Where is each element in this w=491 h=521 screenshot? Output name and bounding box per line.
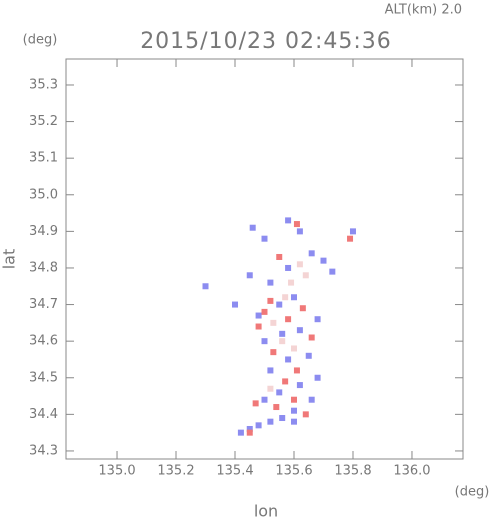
y-tick-label: 35.3 bbox=[29, 77, 58, 92]
radar-cell bbox=[296, 327, 303, 334]
radar-cell bbox=[261, 235, 268, 242]
radar-cell bbox=[299, 305, 306, 312]
y-unit: (deg) bbox=[23, 33, 58, 48]
radar-cell bbox=[246, 429, 253, 436]
y-tick-label: 35.0 bbox=[29, 187, 58, 202]
radar-cell bbox=[296, 382, 303, 389]
radar-cell bbox=[290, 407, 297, 414]
x-axis-title: lon bbox=[254, 502, 278, 521]
radar-cell bbox=[282, 294, 289, 301]
x-tick-label: 135.4 bbox=[216, 464, 253, 479]
radar-cell bbox=[255, 312, 262, 319]
radar-cell bbox=[305, 352, 312, 359]
chart-title: 2015/10/23 02:45:36 bbox=[140, 29, 392, 54]
radar-cell bbox=[296, 228, 303, 235]
radar-cell bbox=[347, 235, 354, 242]
radar-cell bbox=[255, 422, 262, 429]
radar-cell bbox=[261, 396, 268, 403]
y-tick-label: 34.8 bbox=[29, 260, 58, 275]
radar-cell bbox=[308, 250, 315, 257]
radar-cell bbox=[290, 345, 297, 352]
radar-cell bbox=[288, 279, 295, 286]
radar-cell bbox=[270, 349, 277, 356]
radar-cell bbox=[282, 378, 289, 385]
radar-cell bbox=[246, 425, 253, 432]
radar-cell bbox=[314, 316, 321, 323]
altitude-label: ALT(km) 2.0 bbox=[385, 3, 462, 18]
radar-cell bbox=[255, 323, 262, 330]
radar-cell bbox=[246, 272, 253, 279]
y-tick-label: 34.5 bbox=[29, 370, 58, 385]
radar-cell bbox=[293, 221, 300, 228]
radar-cell bbox=[308, 396, 315, 403]
radar-cell bbox=[267, 418, 274, 425]
radar-cell bbox=[349, 228, 356, 235]
radar-cell bbox=[314, 374, 321, 381]
radar-cell bbox=[293, 367, 300, 374]
radar-cell bbox=[273, 404, 280, 411]
x-tick-label: 135.0 bbox=[98, 464, 135, 479]
radar-cell bbox=[237, 429, 244, 436]
radar-cell bbox=[320, 257, 327, 264]
radar-cell bbox=[285, 217, 292, 224]
radar-cell bbox=[267, 279, 274, 286]
x-unit: (deg) bbox=[455, 485, 490, 500]
radar-cell bbox=[276, 253, 283, 260]
radar-cell bbox=[290, 294, 297, 301]
radar-cell bbox=[279, 330, 286, 337]
radar-cell bbox=[290, 396, 297, 403]
radar-cell bbox=[276, 301, 283, 308]
radar-cell bbox=[285, 264, 292, 271]
radar-cell bbox=[290, 418, 297, 425]
radar-cell bbox=[261, 308, 268, 315]
radar-cell bbox=[267, 297, 274, 304]
radar-cell bbox=[308, 334, 315, 341]
radar-cell bbox=[279, 415, 286, 422]
x-tick-label: 135.2 bbox=[157, 464, 194, 479]
y-tick-label: 34.4 bbox=[29, 407, 58, 422]
radar-cell bbox=[232, 301, 239, 308]
radar-cell bbox=[270, 319, 277, 326]
radar-cell bbox=[285, 356, 292, 363]
radar-cell bbox=[279, 338, 286, 345]
plot-frame bbox=[65, 58, 464, 460]
y-tick-label: 34.6 bbox=[29, 334, 58, 349]
radar-cell bbox=[267, 367, 274, 374]
radar-cell bbox=[261, 338, 268, 345]
radar-cell bbox=[267, 385, 274, 392]
radar-cell bbox=[302, 411, 309, 418]
y-tick-label: 35.2 bbox=[29, 114, 58, 129]
radar-cell bbox=[285, 316, 292, 323]
radar-cell bbox=[302, 272, 309, 279]
x-tick-label: 136.0 bbox=[393, 464, 430, 479]
radar-cell bbox=[296, 261, 303, 268]
radar-cell bbox=[249, 224, 256, 231]
y-tick-label: 35.1 bbox=[29, 151, 58, 166]
radar-cell bbox=[276, 389, 283, 396]
y-tick-label: 34.7 bbox=[29, 297, 58, 312]
y-axis-title: lat bbox=[0, 249, 19, 270]
radar-cell bbox=[202, 283, 209, 290]
radar-cell bbox=[252, 400, 259, 407]
x-tick-label: 135.6 bbox=[275, 464, 312, 479]
x-tick-label: 135.8 bbox=[334, 464, 371, 479]
y-tick-label: 34.3 bbox=[29, 443, 58, 458]
y-tick-label: 34.9 bbox=[29, 224, 58, 239]
radar-cell bbox=[329, 268, 336, 275]
